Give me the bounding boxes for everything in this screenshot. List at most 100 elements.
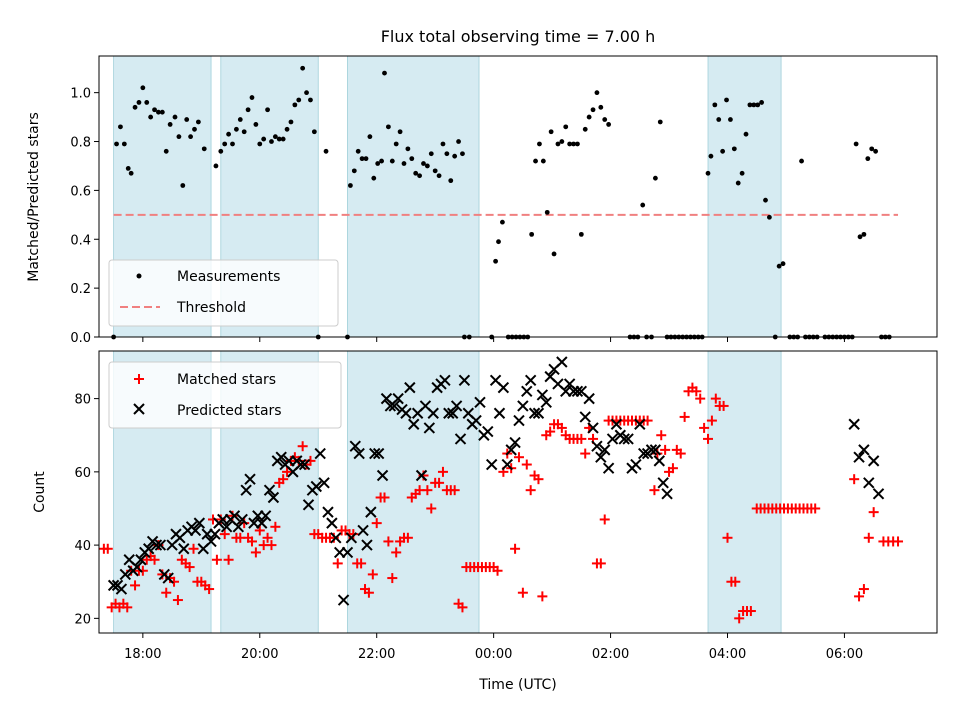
measurement-point [184, 117, 190, 122]
x-stroke [236, 513, 248, 526]
shaded-interval [347, 350, 480, 634]
predicted-star-point [524, 374, 537, 387]
matched-star-point [434, 477, 445, 488]
x-stroke [497, 381, 510, 394]
measurement-point [865, 156, 871, 162]
predicted-star-point [400, 407, 412, 419]
matched-star-point [545, 426, 556, 437]
measurement-point [195, 119, 201, 125]
matched-star-point [718, 400, 729, 411]
matched-star-point [863, 532, 874, 543]
matched-star-point [595, 558, 606, 569]
x-stroke [610, 418, 623, 430]
predicted-star-point [505, 444, 517, 456]
measurement-point [405, 146, 411, 152]
top-x-ticks [142, 337, 845, 342]
predicted-star-point [645, 444, 658, 456]
measurement-point [284, 126, 290, 132]
matched-star-point [706, 415, 717, 426]
predicted-star-point [408, 418, 420, 430]
predicted-star-point [454, 433, 467, 445]
predicted-star-point [388, 400, 400, 412]
predicted-star-point [193, 517, 206, 529]
chart-title: Flux total observing time = 7.00 h [381, 27, 656, 46]
x-stroke [178, 543, 190, 555]
x-stroke [563, 378, 576, 390]
matched-star-point [204, 584, 215, 595]
predicted-star-point [244, 473, 256, 485]
predicted-star-point [259, 510, 272, 522]
measurement-point [288, 119, 294, 125]
predicted-star-point [571, 385, 584, 397]
top-legend: Measurements Threshold [108, 259, 339, 327]
measurement-point [393, 141, 399, 147]
x-stroke [482, 425, 494, 438]
measurement-point [304, 90, 309, 96]
measurement-point [424, 163, 430, 169]
predicted-star-point [661, 488, 673, 500]
x-stroke [357, 524, 369, 537]
predicted-star-point [275, 451, 287, 463]
measurement-point [571, 141, 576, 147]
legend-predicted-label: Predicted stars [177, 403, 282, 419]
matched-star-point [858, 584, 869, 595]
measurement-point [226, 131, 231, 137]
x-stroke [205, 535, 217, 548]
measurement-point [763, 197, 768, 203]
predicted-star-point [517, 400, 529, 412]
predicted-star-point [599, 444, 611, 456]
predicted-star-point [189, 524, 202, 537]
x-stroke [408, 418, 420, 430]
measurement-point [755, 102, 761, 108]
predicted-star-point [858, 444, 870, 456]
x-stroke [474, 396, 486, 408]
measurement-point [192, 126, 197, 132]
x-stroke [361, 539, 373, 551]
x-stroke [524, 374, 537, 387]
predicted-star-point [618, 433, 630, 445]
predicted-star-points [107, 356, 885, 606]
measurement-point [359, 156, 365, 162]
matched-star-point [223, 554, 234, 565]
x-stroke [587, 422, 599, 434]
x-stroke [240, 484, 252, 496]
predicted-star-point [107, 579, 120, 592]
measurement-point [296, 97, 302, 103]
x-stroke [372, 447, 385, 460]
x-stroke [189, 524, 202, 537]
matched-star-point [102, 543, 113, 554]
x-stroke [536, 389, 549, 401]
predicted-star-point [294, 458, 307, 471]
x-stroke [622, 433, 634, 445]
measurement-point [739, 170, 745, 176]
matched-star-points [98, 382, 904, 624]
matched-star-point [130, 580, 141, 591]
predicted-star-point [509, 436, 521, 449]
x-stroke [653, 455, 665, 467]
predicted-star-point [330, 532, 342, 544]
measurement-point [382, 70, 387, 76]
measurement-point [712, 102, 718, 108]
measurement-point [253, 122, 259, 127]
bottom-y-axis-label: Count [32, 471, 48, 513]
predicted-star-point [357, 524, 369, 537]
predicted-star-point [365, 506, 377, 518]
shaded-interval [707, 55, 782, 338]
measurement-point [348, 183, 353, 188]
x-stroke [298, 458, 311, 471]
x-stroke [400, 407, 412, 419]
predicted-star-point [470, 414, 482, 427]
x-stroke [634, 418, 646, 430]
x-stroke [602, 462, 615, 474]
matched-star-point [649, 485, 660, 496]
y-tick-label: 40 [74, 539, 91, 554]
predicted-star-point [528, 407, 541, 419]
x-stroke [154, 539, 167, 551]
matched-star-point [387, 573, 398, 584]
predicted-star-point [326, 517, 338, 529]
predicted-star-point [439, 374, 451, 387]
measurement-point [272, 134, 278, 140]
measurement-point [559, 139, 565, 144]
measurement-point [152, 107, 157, 113]
matched-star-point [580, 448, 591, 459]
